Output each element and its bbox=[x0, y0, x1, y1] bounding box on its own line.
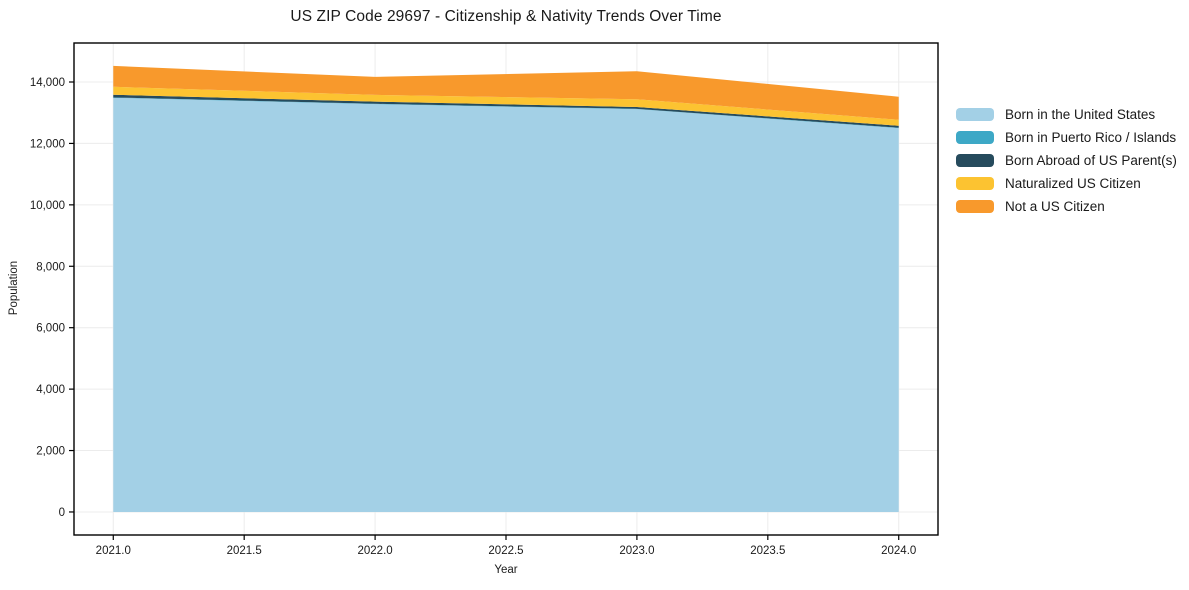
area-series-naturalized-us-citizen bbox=[113, 86, 899, 126]
legend-item-label: Not a US Citizen bbox=[1005, 199, 1105, 214]
x-tick-label: 2022.5 bbox=[488, 545, 523, 557]
legend-item-label: Born in the United States bbox=[1005, 107, 1156, 122]
x-tick-label: 2023.5 bbox=[750, 545, 785, 557]
y-tick-label: 8,000 bbox=[36, 261, 65, 273]
legend-item: Born Abroad of US Parent(s) bbox=[956, 149, 1177, 172]
y-axis-label: Population bbox=[8, 260, 20, 316]
legend-item: Not a US Citizen bbox=[956, 195, 1177, 218]
y-tick-label: 12,000 bbox=[30, 138, 65, 150]
y-tick-label: 6,000 bbox=[36, 323, 65, 335]
legend-item: Naturalized US Citizen bbox=[956, 172, 1177, 195]
x-tick-label: 2023.0 bbox=[619, 545, 654, 557]
area-series-not-a-us-citizen bbox=[113, 65, 899, 120]
chart-title: US ZIP Code 29697 - Citizenship & Nativi… bbox=[290, 8, 722, 25]
y-tick-label: 0 bbox=[59, 507, 65, 519]
x-tick-label: 2021.0 bbox=[96, 545, 131, 557]
legend-swatch bbox=[956, 154, 994, 167]
legend: Born in the United States Born in Puerto … bbox=[956, 103, 1177, 218]
legend-swatch bbox=[956, 131, 994, 144]
area-series-born-in-the-united-states bbox=[113, 97, 899, 512]
legend-swatch bbox=[956, 108, 994, 121]
legend-item-label: Born in Puerto Rico / Islands bbox=[1005, 130, 1177, 145]
y-tick-label: 2,000 bbox=[36, 446, 65, 458]
y-tick-label: 14,000 bbox=[30, 77, 65, 89]
area-series-born-abroad-of-us-parent-s bbox=[113, 94, 899, 128]
x-axis-label: Year bbox=[494, 564, 518, 576]
legend-item-label: Naturalized US Citizen bbox=[1005, 176, 1141, 191]
x-tick-label: 2021.5 bbox=[227, 545, 262, 557]
legend-swatch bbox=[956, 200, 994, 213]
legend-item: Born in Puerto Rico / Islands bbox=[956, 126, 1177, 149]
legend-item: Born in the United States bbox=[956, 103, 1177, 126]
y-tick-label: 10,000 bbox=[30, 200, 65, 212]
x-tick-label: 2022.0 bbox=[357, 545, 392, 557]
legend-item-label: Born Abroad of US Parent(s) bbox=[1005, 153, 1177, 168]
y-tick-label: 4,000 bbox=[36, 384, 65, 396]
legend-swatch bbox=[956, 177, 994, 190]
x-tick-label: 2024.0 bbox=[881, 545, 916, 557]
